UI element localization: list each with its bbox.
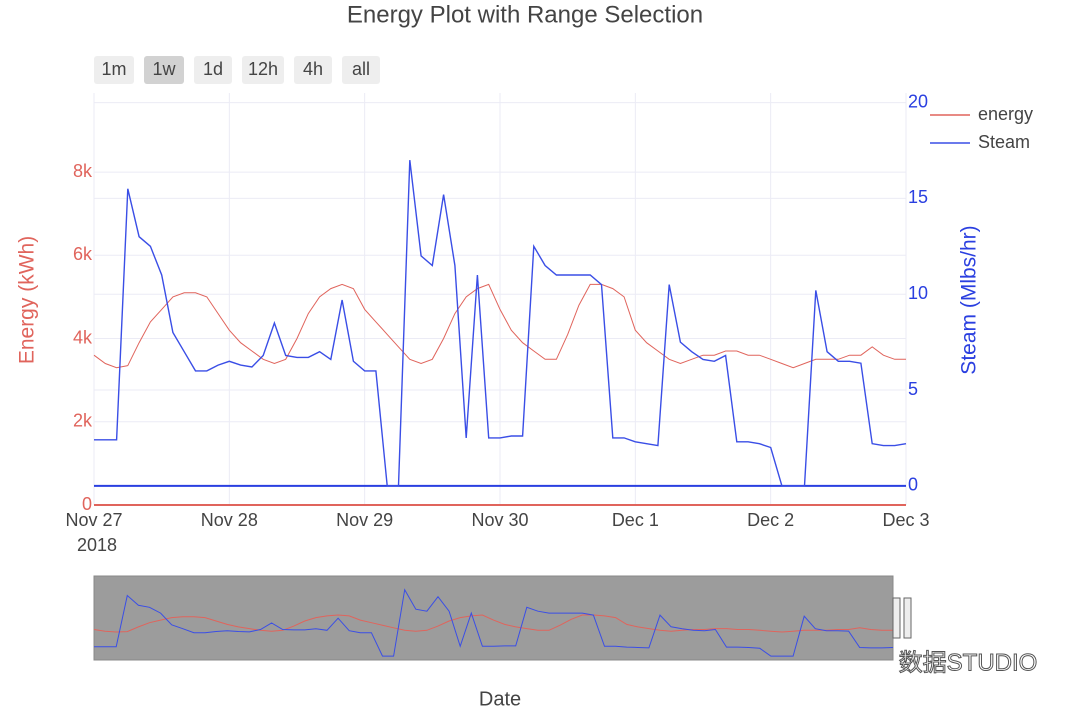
x-tick-label: Nov 30 bbox=[471, 510, 528, 530]
y-tick-label: 8k bbox=[73, 161, 93, 181]
range-slider bbox=[93, 575, 894, 661]
y-tick-label: 0 bbox=[82, 494, 92, 514]
slider-handle[interactable] bbox=[892, 597, 901, 639]
range-button-label[interactable]: 1m bbox=[101, 59, 126, 79]
range-button[interactable] bbox=[342, 56, 380, 84]
x-axis-title: Date bbox=[479, 688, 521, 710]
watermark: 数据STUDIO bbox=[899, 649, 1038, 676]
x-tick-label: Dec 2 bbox=[747, 510, 794, 530]
y2-axis-title: Steam (Mlbs/hr) bbox=[958, 225, 981, 374]
range-button[interactable] bbox=[194, 56, 232, 84]
chart-title: Energy Plot with Range Selection bbox=[347, 1, 703, 28]
range-button[interactable] bbox=[294, 56, 332, 84]
y2-tick-label: 0 bbox=[908, 475, 918, 495]
slider-handle[interactable] bbox=[903, 597, 912, 639]
x-tick-label: Nov 27 bbox=[65, 510, 122, 530]
range-button-label[interactable]: 12h bbox=[248, 59, 278, 79]
x-tick-label: Nov 28 bbox=[201, 510, 258, 530]
range-button[interactable] bbox=[94, 56, 134, 84]
series-line bbox=[93, 283, 906, 369]
legend-label: energy bbox=[978, 104, 1033, 124]
x-tick-label: Dec 1 bbox=[612, 510, 659, 530]
y-tick-label: 4k bbox=[73, 327, 93, 347]
y2-tick-label: 20 bbox=[908, 91, 928, 111]
y2-tick-label: 5 bbox=[908, 379, 918, 399]
range-button-label[interactable]: 4h bbox=[303, 59, 323, 79]
x-tick-label: Dec 3 bbox=[882, 510, 929, 530]
y-tick-label: 6k bbox=[73, 244, 93, 264]
y-tick-label: 2k bbox=[73, 411, 93, 431]
slider-line bbox=[94, 588, 894, 657]
y-axis-title: Energy (kWh) bbox=[16, 236, 39, 364]
x-tick-label: Nov 29 bbox=[336, 510, 393, 530]
range-button-label[interactable]: all bbox=[352, 59, 370, 79]
range-button[interactable] bbox=[242, 56, 284, 84]
slider-line bbox=[93, 614, 893, 633]
legend-label: Steam bbox=[978, 132, 1030, 152]
y2-tick-label: 15 bbox=[908, 187, 928, 207]
range-button-label[interactable]: 1w bbox=[152, 59, 176, 79]
y2-tick-label: 10 bbox=[908, 283, 928, 303]
series-line bbox=[94, 160, 907, 487]
range-button[interactable] bbox=[144, 56, 184, 84]
x-year-label: 2018 bbox=[77, 535, 117, 555]
range-button-label[interactable]: 1d bbox=[203, 59, 223, 79]
